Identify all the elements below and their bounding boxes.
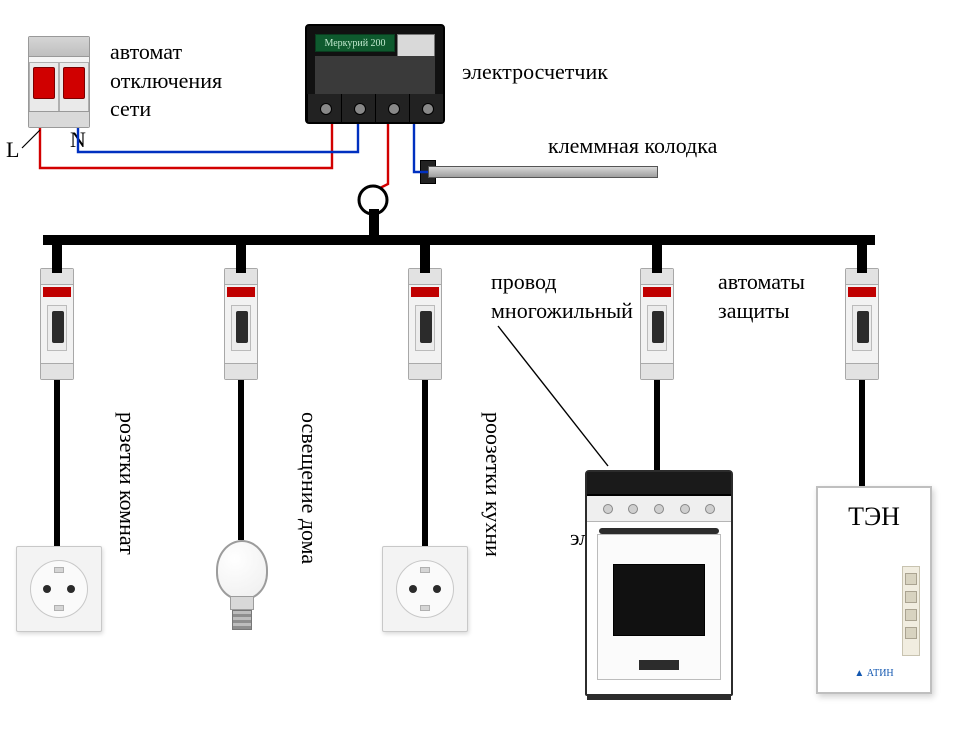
vlabel-sockets-kitchen: роозетки кухни xyxy=(480,412,506,557)
wiring-diagram: автомат отключения сети электросчетчик к… xyxy=(0,0,957,754)
label-N: N xyxy=(70,126,86,155)
vlabel-sockets-rooms: розетки комнат xyxy=(114,412,140,555)
electricity-meter: Меркурий 200 xyxy=(305,24,445,124)
vlabel-lighting-home: освещение дома xyxy=(296,412,322,564)
mcb-4 xyxy=(640,268,674,380)
terminal-block xyxy=(428,166,658,178)
label-protect-breakers: автоматы защиты xyxy=(718,268,805,325)
lightbulb-icon xyxy=(216,540,268,632)
mcb-1 xyxy=(40,268,74,380)
meter-display: Меркурий 200 xyxy=(315,34,395,52)
mcb-2 xyxy=(224,268,258,380)
ten-title: ТЭН xyxy=(818,502,930,532)
label-stranded-wire: провод многожильный xyxy=(491,268,633,325)
electric-stove xyxy=(585,470,733,696)
ten-logo: ▲ АТИН xyxy=(854,668,894,682)
breaker-switch-icon xyxy=(33,67,55,99)
outlet-rooms xyxy=(16,546,102,632)
mcb-5 xyxy=(845,268,879,380)
outlet-kitchen xyxy=(382,546,468,632)
label-main-breaker: автомат отключения сети xyxy=(110,38,222,124)
breaker-switch-icon xyxy=(63,67,85,99)
label-meter: электросчетчик xyxy=(462,58,608,87)
label-L: L xyxy=(6,136,19,165)
mcb-3 xyxy=(408,268,442,380)
label-terminal-block: клеммная колодка xyxy=(548,132,717,161)
main-breaker xyxy=(28,36,90,128)
ten-heater: ТЭН ▲ АТИН xyxy=(816,486,932,694)
